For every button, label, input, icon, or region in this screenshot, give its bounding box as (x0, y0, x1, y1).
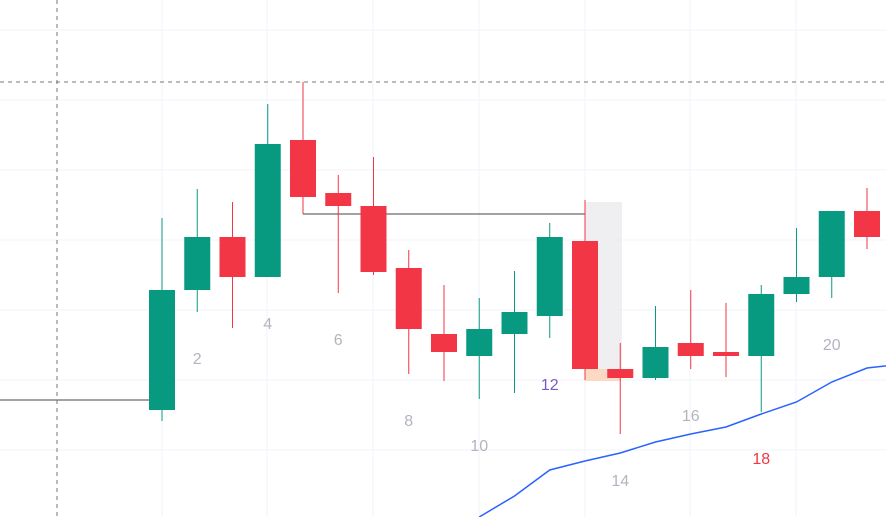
candle-body (713, 352, 739, 356)
candle-body (290, 140, 316, 197)
candle-body (818, 211, 845, 277)
bar-number: 12 (541, 377, 559, 394)
candle-body (325, 193, 352, 206)
bar-number: 10 (470, 438, 488, 455)
candle-body (395, 268, 422, 329)
candle-body (854, 211, 880, 237)
candle-body (642, 347, 669, 378)
bar-number: 4 (263, 316, 272, 333)
candle-body (536, 237, 563, 316)
bar-number: 2 (193, 351, 202, 368)
bar-number: 14 (611, 473, 629, 490)
candle-body (184, 237, 211, 290)
candle-body (466, 329, 493, 356)
candle-body (501, 312, 528, 334)
candle-body (783, 277, 810, 294)
candle-body (748, 294, 775, 356)
candle-body (572, 241, 598, 369)
candle-body (677, 343, 704, 356)
candle-body (219, 237, 246, 277)
bar-number: 16 (682, 408, 700, 425)
candle-body (607, 369, 634, 378)
bar-number: 20 (823, 337, 841, 354)
candle-body (254, 144, 281, 277)
bar-number: 6 (334, 332, 343, 349)
bar-number: 8 (404, 413, 413, 430)
candle-body (360, 206, 387, 272)
candle-body (431, 334, 457, 352)
moving-average (478, 365, 886, 517)
candle-body (149, 290, 175, 410)
bar-number: 18 (752, 451, 770, 468)
